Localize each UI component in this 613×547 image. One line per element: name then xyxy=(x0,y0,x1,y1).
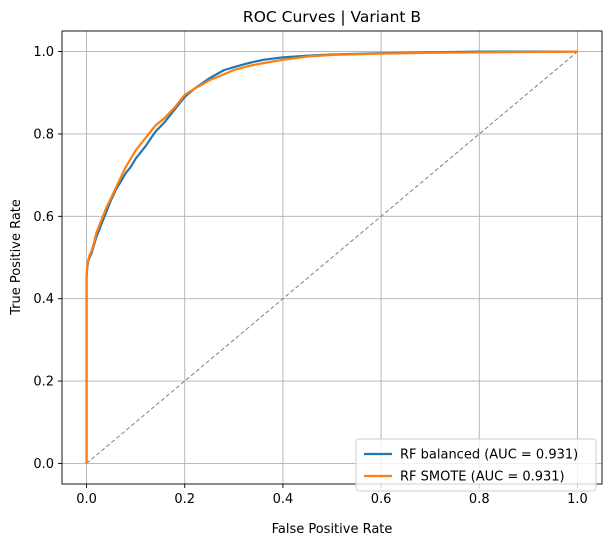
legend-label: RF SMOTE (AUC = 0.931) xyxy=(400,470,565,485)
y-tick-label: 0.0 xyxy=(33,457,54,472)
legend-box xyxy=(355,438,597,492)
y-tick-label: 0.4 xyxy=(33,292,54,307)
diagonal-reference xyxy=(86,51,578,464)
x-tick-label: 0.0 xyxy=(76,492,97,507)
y-axis-label: True Positive Rate xyxy=(9,199,24,316)
x-axis-label: False Positive Rate xyxy=(272,522,393,537)
chart-title: ROC Curves | Variant B xyxy=(243,8,421,26)
x-tick-label: 0.2 xyxy=(174,492,195,507)
x-tick-label: 1.0 xyxy=(567,492,588,507)
x-tick-label: 0.4 xyxy=(273,492,294,507)
y-tick-label: 0.8 xyxy=(33,127,54,142)
y-tick-label: 0.2 xyxy=(33,375,54,390)
y-tick-label: 0.6 xyxy=(33,210,54,225)
x-tick-label: 0.8 xyxy=(469,492,490,507)
legend-label: RF balanced (AUC = 0.931) xyxy=(400,448,578,463)
grid xyxy=(62,31,602,484)
plot-frame xyxy=(61,30,603,485)
x-tick-label: 0.6 xyxy=(371,492,392,507)
y-tick-label: 1.0 xyxy=(33,45,54,60)
series-lines xyxy=(85,50,578,464)
ticks: 0.0 0.2 0.4 0.6 0.8 1.0 0.0 0.2 0.4 0.6 0.8 1.0 xyxy=(33,45,587,507)
chance-diagonal-line xyxy=(86,51,578,464)
legend: RF balanced (AUC = 0.931) RF SMOTE (AUC =… xyxy=(355,438,597,492)
series-line-2 xyxy=(85,50,578,464)
